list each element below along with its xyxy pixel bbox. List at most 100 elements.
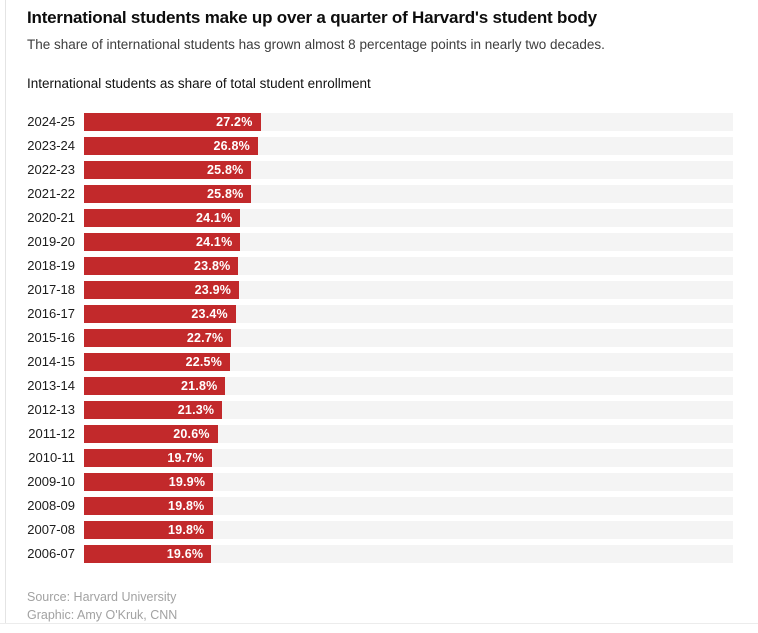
row-label: 2015-16 — [27, 330, 75, 345]
chart-row: 2024-25 27.2% — [27, 113, 733, 131]
row-label: 2023-24 — [27, 138, 75, 153]
row-label: 2018-19 — [27, 258, 75, 273]
row-label: 2008-09 — [27, 498, 75, 513]
bar: 23.8% — [84, 257, 239, 275]
header: International students make up over a qu… — [0, 0, 758, 53]
chart-row: 2022-23 25.8% — [27, 161, 733, 179]
bar-track: 27.2% — [84, 113, 733, 131]
frame-bottom-border — [0, 623, 758, 624]
bar-value-label: 19.6% — [166, 547, 204, 561]
bar-value-label: 22.7% — [186, 331, 224, 345]
page-title: International students make up over a qu… — [27, 8, 597, 27]
row-label: 2009-10 — [27, 474, 75, 489]
bar-track: 22.5% — [84, 353, 733, 371]
bar-track: 25.8% — [84, 161, 733, 179]
bar: 24.1% — [84, 209, 241, 227]
row-label: 2007-08 — [27, 522, 75, 537]
bar: 27.2% — [84, 113, 261, 131]
chart-row: 2018-19 23.8% — [27, 257, 733, 275]
bar-track: 19.8% — [84, 497, 733, 515]
bar-value-label: 24.1% — [195, 211, 233, 225]
chart-row: 2013-14 21.8% — [27, 377, 733, 395]
chart-row: 2021-22 25.8% — [27, 185, 733, 203]
chart-row: 2012-13 21.3% — [27, 401, 733, 419]
row-label: 2021-22 — [27, 186, 75, 201]
bar-track: 19.8% — [84, 521, 733, 539]
bar-track: 22.7% — [84, 329, 733, 347]
bar: 19.7% — [84, 449, 212, 467]
bar-value-label: 25.8% — [206, 163, 244, 177]
chart-row: 2008-09 19.8% — [27, 497, 733, 515]
bar: 25.8% — [84, 185, 252, 203]
bar-track: 21.3% — [84, 401, 733, 419]
bar: 20.6% — [84, 425, 218, 443]
bar: 19.6% — [84, 545, 212, 563]
bar-track: 23.8% — [84, 257, 733, 275]
row-label: 2014-15 — [27, 354, 75, 369]
chart-title: International students as share of total… — [27, 76, 371, 91]
bar: 21.8% — [84, 377, 226, 395]
chart-row: 2019-20 24.1% — [27, 233, 733, 251]
bar-track: 19.6% — [84, 545, 733, 563]
chart-row: 2006-07 19.6% — [27, 545, 733, 563]
bar-track: 23.4% — [84, 305, 733, 323]
chart-row: 2007-08 19.8% — [27, 521, 733, 539]
row-label: 2017-18 — [27, 282, 75, 297]
row-label: 2024-25 — [27, 114, 75, 129]
bar-value-label: 19.8% — [168, 499, 205, 513]
bar-value-label: 27.2% — [216, 115, 253, 129]
page-subtitle: The share of international students has … — [27, 37, 605, 52]
bar-track: 26.8% — [84, 137, 733, 155]
bar-track: 25.8% — [84, 185, 733, 203]
bar: 21.3% — [84, 401, 223, 419]
bar-track: 21.8% — [84, 377, 733, 395]
chart-row: 2014-15 22.5% — [27, 353, 733, 371]
bar-value-label: 25.8% — [206, 187, 244, 201]
bar-value-label: 23.4% — [191, 307, 228, 321]
row-label: 2022-23 — [27, 162, 75, 177]
row-label: 2019-20 — [27, 234, 75, 249]
row-label: 2013-14 — [27, 378, 75, 393]
row-label: 2011-12 — [28, 426, 75, 441]
bar-value-label: 19.9% — [168, 475, 206, 489]
bar: 24.1% — [84, 233, 241, 251]
bar-track: 24.1% — [84, 209, 733, 227]
chart-row: 2017-18 23.9% — [27, 281, 733, 299]
bar-value-label: 19.8% — [168, 523, 205, 537]
chart-row: 2009-10 19.9% — [27, 473, 733, 491]
row-label: 2006-07 — [27, 546, 75, 561]
bar: 22.5% — [84, 353, 231, 371]
bar-track: 24.1% — [84, 233, 733, 251]
bar-value-label: 23.8% — [194, 259, 231, 273]
bar: 26.8% — [84, 137, 258, 155]
credit-note: Graphic: Amy O'Kruk, CNN — [27, 607, 178, 622]
bar-track: 23.9% — [84, 281, 733, 299]
bar: 23.9% — [84, 281, 240, 299]
bar-value-label: 19.7% — [167, 451, 204, 465]
row-label: 2016-17 — [27, 306, 75, 321]
bar-value-label: 26.8% — [213, 139, 250, 153]
bar: 19.9% — [84, 473, 214, 491]
chart-row: 2011-12 20.6% — [27, 425, 733, 443]
bar-value-label: 21.8% — [181, 379, 218, 393]
row-label: 2020-21 — [27, 210, 75, 225]
bar-value-label: 22.5% — [185, 355, 223, 369]
bar-value-label: 23.9% — [194, 283, 232, 297]
bar: 25.8% — [84, 161, 252, 179]
bar-value-label: 21.3% — [177, 403, 215, 417]
bar-track: 19.7% — [84, 449, 733, 467]
bar-value-label: 20.6% — [173, 427, 210, 441]
bar: 22.7% — [84, 329, 232, 347]
bar-value-label: 24.1% — [195, 235, 233, 249]
row-label: 2012-13 — [27, 402, 75, 417]
bar: 19.8% — [84, 497, 213, 515]
chart-row: 2016-17 23.4% — [27, 305, 733, 323]
chart-row: 2010-11 19.7% — [27, 449, 733, 467]
bar-track: 19.9% — [84, 473, 733, 491]
bar: 23.4% — [84, 305, 236, 323]
row-label: 2010-11 — [28, 450, 75, 465]
bar: 19.8% — [84, 521, 213, 539]
frame-left-border — [5, 0, 6, 624]
footer: Source: Harvard University Graphic: Amy … — [0, 589, 758, 624]
chart-row: 2015-16 22.7% — [27, 329, 733, 347]
